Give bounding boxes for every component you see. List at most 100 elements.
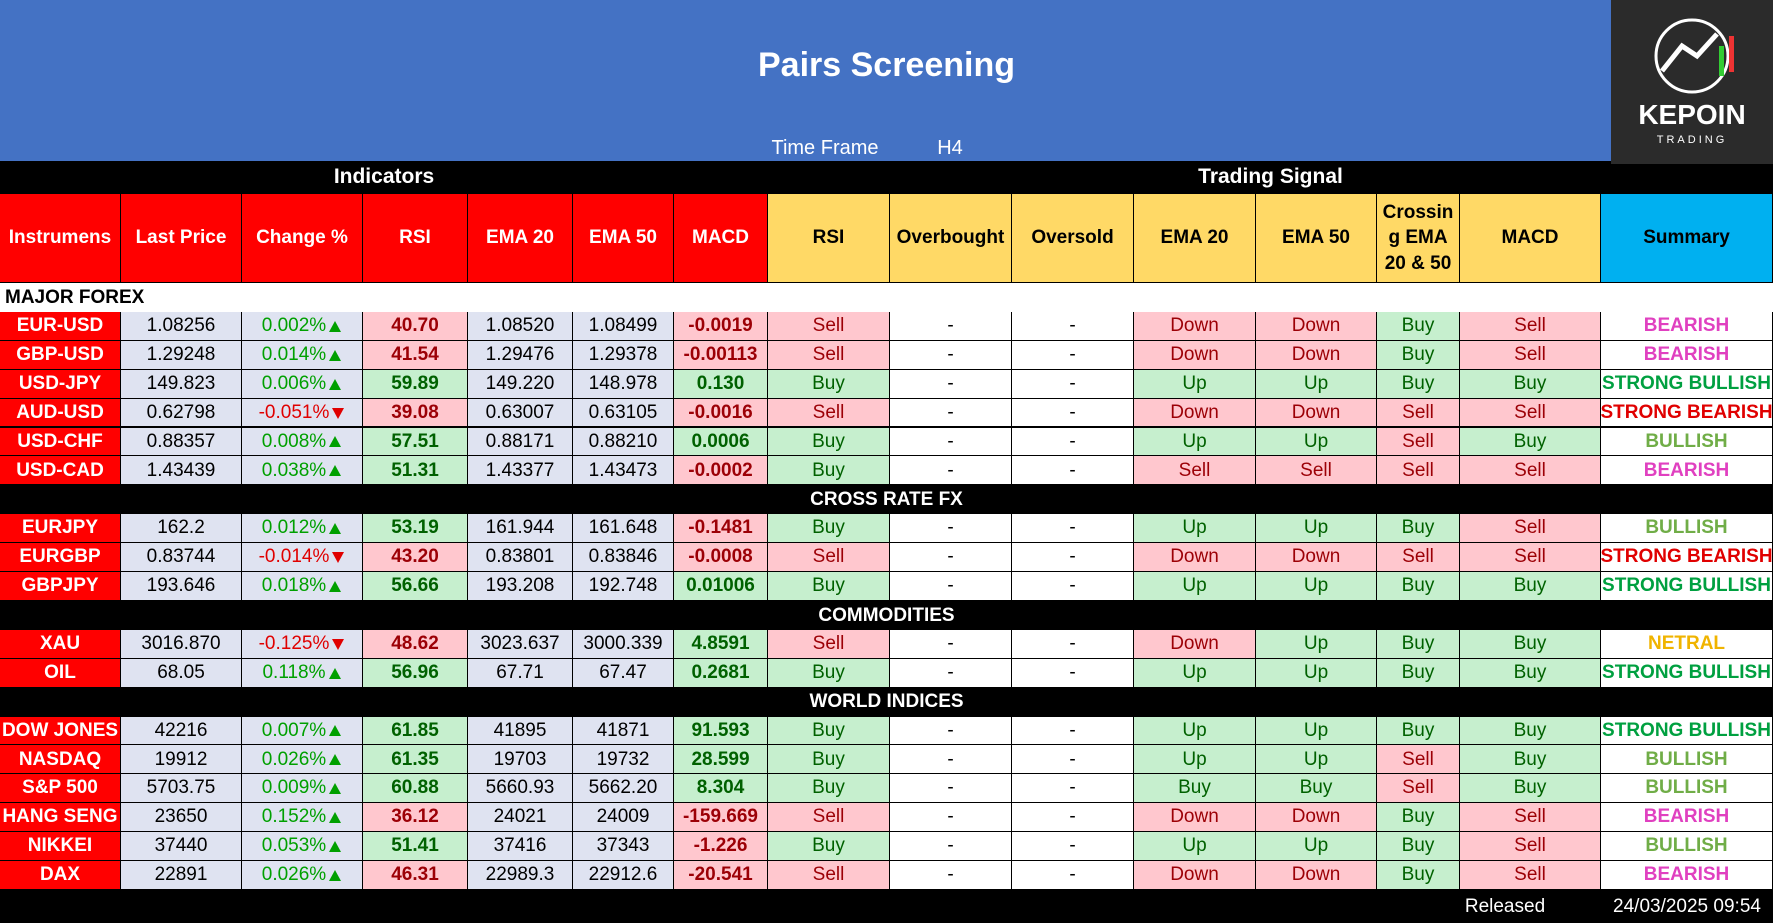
cell: - (890, 340, 1012, 370)
column-header: EMA 50 (1256, 194, 1377, 283)
cell: Down (1256, 543, 1377, 572)
change-arrow (329, 754, 342, 766)
cell: 0.83846 (573, 543, 674, 572)
column-header: EMA 20 (1134, 194, 1256, 283)
change-arrow (332, 638, 345, 650)
change-value: 0.007% (261, 719, 327, 741)
cell: -0.0019 (674, 311, 768, 341)
cell: 91.593 (674, 716, 768, 746)
instrument: OIL (0, 658, 121, 688)
change-cell: 0.038% (242, 456, 363, 486)
column-header: Crossing EMA 20 & 50 (1377, 194, 1460, 283)
change-cell: 0.002% (242, 311, 363, 341)
cell: 59.89 (363, 369, 468, 399)
change-arrow (329, 869, 342, 881)
cell: Sell (768, 861, 890, 890)
cell: - (1012, 427, 1134, 457)
cell: 0.0006 (674, 427, 768, 457)
instrument: GBPJPY (0, 572, 121, 601)
cell: Sell (1377, 543, 1460, 572)
cell: - (890, 774, 1012, 804)
cell: 0.63007 (468, 398, 573, 428)
instrument: HANG SENG (0, 803, 121, 833)
cell: Down (1134, 803, 1256, 833)
cell: 19703 (468, 745, 573, 775)
cell: 43.20 (363, 543, 468, 572)
summary: BULLISH (1601, 514, 1773, 544)
cell: 37440 (121, 832, 242, 861)
cell: 0.88171 (468, 427, 573, 457)
cell: Sell (1256, 456, 1377, 486)
summary: STRONG BULLISH (1601, 369, 1773, 399)
cell: Buy (1377, 803, 1460, 833)
cell: 0.83801 (468, 543, 573, 572)
instrument: EURGBP (0, 543, 121, 572)
change-cell: 0.014% (242, 340, 363, 370)
instrument: DAX (0, 861, 121, 890)
cell: 24021 (468, 803, 573, 833)
footer-label: Released (1464, 895, 1546, 917)
cell: Buy (768, 369, 890, 399)
cell: 1.08256 (121, 311, 242, 341)
cell: 67.47 (573, 658, 674, 688)
summary: NETRAL (1601, 629, 1773, 659)
cell: 67.71 (468, 658, 573, 688)
cell: Sell (768, 340, 890, 370)
column-header: EMA 50 (573, 194, 674, 283)
cell: Buy (1377, 861, 1460, 890)
cell: - (890, 832, 1012, 861)
logo-emblem (1654, 18, 1734, 94)
cell: - (890, 861, 1012, 890)
cell: 53.19 (363, 514, 468, 544)
cell: Up (1256, 658, 1377, 688)
cell: 148.978 (573, 369, 674, 399)
cell: Up (1134, 572, 1256, 601)
section-label: CROSS RATE FX (0, 485, 1773, 515)
change-value: 0.026% (261, 748, 327, 770)
cell: Sell (1460, 311, 1601, 341)
cell: Up (1134, 832, 1256, 861)
cell: - (890, 427, 1012, 457)
cell: 193.646 (121, 572, 242, 601)
title-band (0, 0, 1611, 161)
instrument: USD-JPY (0, 369, 121, 399)
cell: 56.66 (363, 572, 468, 601)
change-cell: 0.152% (242, 803, 363, 833)
cell: 22912.6 (573, 861, 674, 890)
change-arrow (329, 725, 342, 737)
change-cell: 0.026% (242, 745, 363, 775)
cell: Sell (768, 543, 890, 572)
cell: 149.823 (121, 369, 242, 399)
change-value: 0.038% (261, 459, 327, 481)
cell: Up (1256, 427, 1377, 457)
change-value: 0.026% (261, 864, 327, 886)
cell: 42216 (121, 716, 242, 746)
cell: Sell (1460, 340, 1601, 370)
change-value: 0.008% (261, 430, 327, 452)
cell: -0.0002 (674, 456, 768, 486)
cell: Down (1134, 398, 1256, 428)
cell: - (1012, 832, 1134, 861)
cell: 0.01006 (674, 572, 768, 601)
cell: Sell (1460, 832, 1601, 861)
cell: 1.29476 (468, 340, 573, 370)
cell: -0.0016 (674, 398, 768, 428)
cell: - (890, 803, 1012, 833)
change-value: 0.002% (261, 315, 327, 337)
summary: BULLISH (1601, 774, 1773, 804)
cell: 57.51 (363, 427, 468, 457)
cell: 68.05 (121, 658, 242, 688)
cell: 24009 (573, 803, 674, 833)
column-header: RSI (768, 194, 890, 283)
cell: Up (1256, 369, 1377, 399)
change-value: 0.053% (261, 835, 327, 857)
cell: - (1012, 745, 1134, 775)
title: Pairs Screening (757, 46, 1015, 85)
change-cell: 0.008% (242, 427, 363, 457)
instrument: XAU (0, 629, 121, 659)
cell: 60.88 (363, 774, 468, 804)
cell: Buy (768, 456, 890, 486)
cell: 41895 (468, 716, 573, 746)
cell: 5660.93 (468, 774, 573, 804)
